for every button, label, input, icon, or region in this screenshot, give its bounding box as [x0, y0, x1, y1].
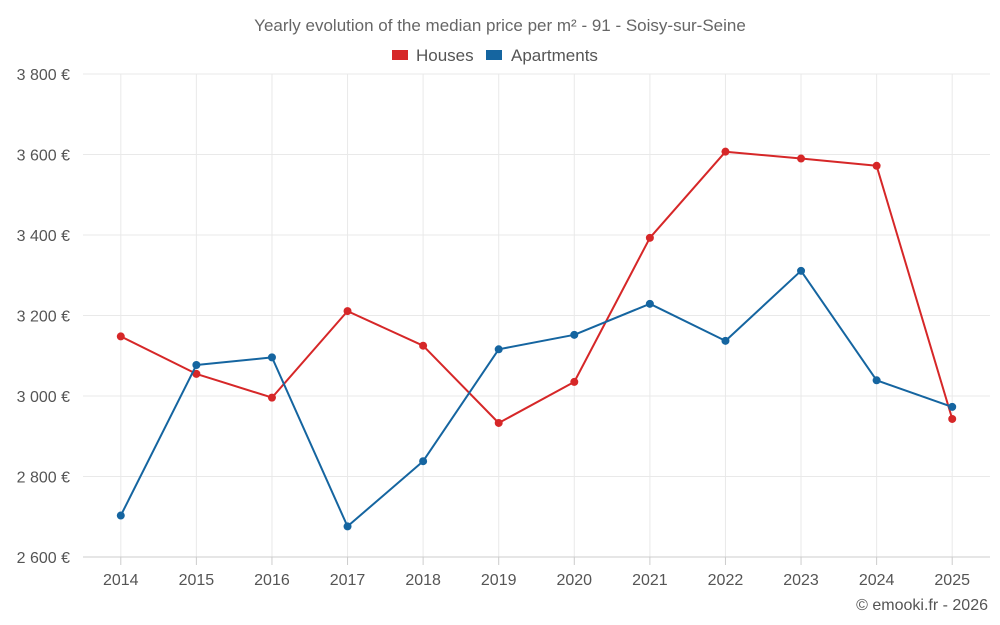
- series-line-houses[interactable]: [120, 150, 954, 424]
- x-tick-label: 2017: [330, 572, 366, 589]
- data-point-apartments[interactable]: [267, 353, 276, 362]
- data-point-houses[interactable]: [721, 147, 730, 156]
- data-point-houses[interactable]: [797, 154, 806, 163]
- data-point-houses[interactable]: [419, 341, 428, 350]
- legend-swatch-apartments: [486, 50, 502, 60]
- grid: [83, 73, 990, 557]
- data-point-apartments[interactable]: [721, 336, 730, 345]
- data-point-houses[interactable]: [645, 233, 654, 242]
- y-tick-label: 3 000 €: [17, 389, 70, 406]
- y-tick-label: 3 200 €: [17, 309, 70, 326]
- y-tick-label: 3 800 €: [17, 67, 70, 84]
- x-tick-label: 2025: [934, 572, 970, 589]
- chart-title: Yearly evolution of the median price per…: [254, 16, 746, 35]
- x-tick-label: 2014: [103, 572, 139, 589]
- axes: 2 600 € 2 800 € 3 000 € 3 200 € 3 400 € 3 600…: [17, 67, 990, 589]
- x-tick-label: 2020: [556, 572, 592, 589]
- x-tick-label: 2021: [632, 572, 668, 589]
- data-point-apartments[interactable]: [872, 376, 881, 385]
- y-tick-label: 3 400 €: [17, 228, 70, 245]
- data-point-houses[interactable]: [872, 161, 881, 170]
- x-tick-label: 2024: [859, 572, 895, 589]
- data-point-houses[interactable]: [948, 414, 957, 423]
- series-line-apartments[interactable]: [119, 269, 953, 528]
- series[interactable]: [116, 147, 957, 531]
- x-tick-label: 2016: [254, 572, 290, 589]
- data-point-apartments[interactable]: [948, 402, 957, 411]
- x-tick-label: 2023: [783, 572, 819, 589]
- data-point-houses[interactable]: [267, 393, 276, 402]
- x-tick-label: 2022: [708, 572, 744, 589]
- x-tick-label: 2019: [481, 572, 517, 589]
- y-tick-label: 3 600 €: [17, 148, 70, 165]
- data-point-houses[interactable]: [343, 307, 352, 316]
- x-tick-label: 2015: [179, 572, 215, 589]
- data-point-apartments[interactable]: [797, 266, 806, 275]
- x-tick-label: 2018: [405, 572, 441, 589]
- legend[interactable]: Houses Apartments: [392, 46, 598, 65]
- data-point-apartments[interactable]: [494, 345, 503, 354]
- data-point-apartments[interactable]: [645, 299, 654, 308]
- y-tick-label: 2 600 €: [17, 550, 70, 567]
- legend-item-houses[interactable]: Houses: [392, 46, 474, 65]
- legend-swatch-houses: [392, 50, 408, 60]
- y-tick-label: 2 800 €: [17, 470, 70, 487]
- legend-item-apartments[interactable]: Apartments: [486, 46, 598, 65]
- legend-label-houses: Houses: [416, 46, 474, 65]
- data-point-houses[interactable]: [494, 418, 503, 427]
- data-point-apartments[interactable]: [419, 457, 428, 466]
- data-point-apartments[interactable]: [116, 511, 125, 520]
- data-point-houses[interactable]: [116, 332, 125, 341]
- data-point-apartments[interactable]: [343, 522, 352, 531]
- legend-label-apartments: Apartments: [511, 46, 598, 65]
- data-point-apartments[interactable]: [192, 361, 201, 370]
- data-point-houses[interactable]: [570, 377, 579, 386]
- data-point-apartments[interactable]: [570, 330, 579, 339]
- data-point-houses[interactable]: [192, 369, 201, 378]
- credit-text: © emooki.fr - 2026: [856, 597, 988, 614]
